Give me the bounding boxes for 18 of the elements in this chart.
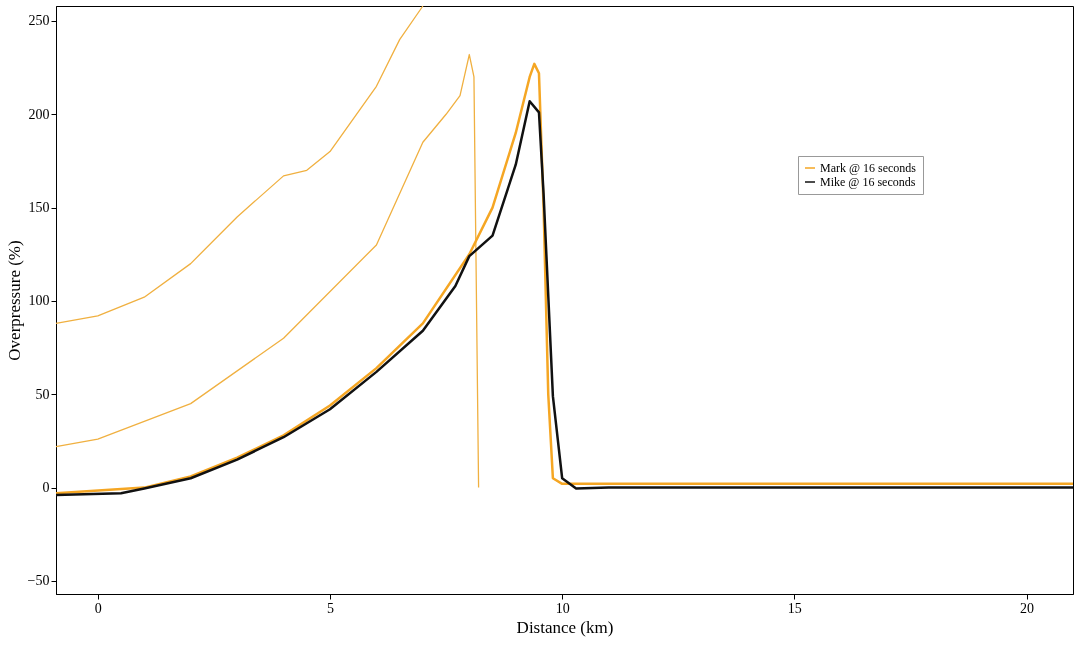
y-tick-label: 250 [28, 13, 50, 29]
x-tick-label: 5 [326, 600, 334, 616]
y-tick-label: 0 [42, 480, 50, 496]
legend-label: Mike @ 16 seconds [820, 175, 916, 189]
x-axis-title: Distance (km) [516, 617, 614, 637]
x-tick-label: 10 [555, 600, 570, 616]
y-axis-title: Overpressure (%) [4, 240, 24, 361]
y-tick-label: 50 [35, 386, 50, 402]
line-series [55, 5, 424, 324]
line-series [55, 53, 480, 489]
y-tick-label: 100 [28, 293, 50, 309]
y-tick-label: 200 [28, 106, 50, 122]
y-tick-label: 150 [28, 200, 50, 216]
x-tick-label: 20 [1020, 600, 1035, 616]
x-tick-label: 15 [787, 600, 802, 616]
legend-label: Mark @ 16 seconds [820, 161, 917, 175]
x-tick-label: 0 [94, 600, 102, 616]
y-tick-label: −50 [27, 573, 50, 589]
